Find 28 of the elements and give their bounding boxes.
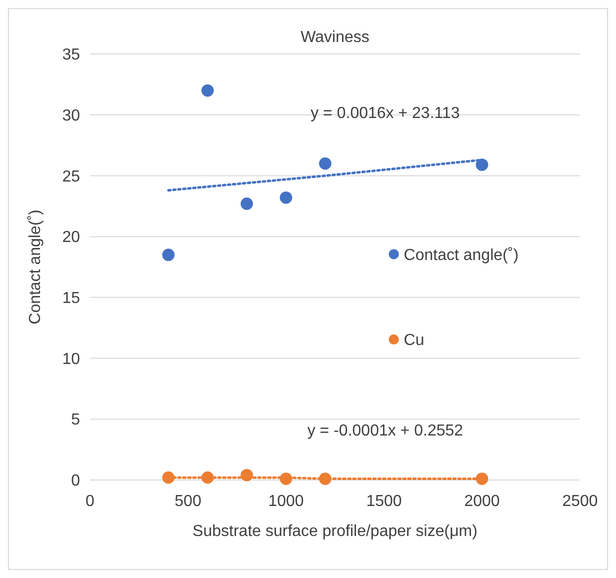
y-tick-label: 30 <box>62 107 80 124</box>
point <box>319 157 332 170</box>
x-tick-label: 2000 <box>464 493 500 510</box>
annotation: y = 0.0016x + 23.113 <box>310 104 460 122</box>
y-tick-label: 10 <box>62 350 80 368</box>
y-tick-label: 35 <box>62 46 80 64</box>
x-tick-label: 500 <box>174 493 202 510</box>
annotation: y = -0.0001x + 0.2552 <box>307 422 464 440</box>
legend-label: Cu <box>404 332 424 350</box>
point <box>476 158 488 171</box>
y-axis-title: Contact angle(˚) <box>27 210 44 324</box>
chart-title: Waviness <box>300 29 370 46</box>
x-tick-label: 2500 <box>562 493 598 510</box>
point <box>201 84 214 97</box>
x-tick-label: 1500 <box>366 493 402 510</box>
point <box>162 248 175 261</box>
legend-label: Contact angle(˚) <box>404 246 519 264</box>
x-tick-label: 0 <box>86 493 95 510</box>
y-tick-label: 5 <box>71 412 80 429</box>
y-tick-label: 20 <box>62 229 80 246</box>
y-tick-label: 25 <box>62 168 80 186</box>
point <box>476 472 488 485</box>
y-tick-label: 15 <box>62 290 80 308</box>
x-tick-label: 1000 <box>268 493 304 510</box>
y-tick-label: 0 <box>71 472 80 490</box>
point <box>240 198 253 210</box>
x-axis-title: Substrate surface profile/paper size(μm) <box>192 523 478 540</box>
point <box>280 191 292 204</box>
